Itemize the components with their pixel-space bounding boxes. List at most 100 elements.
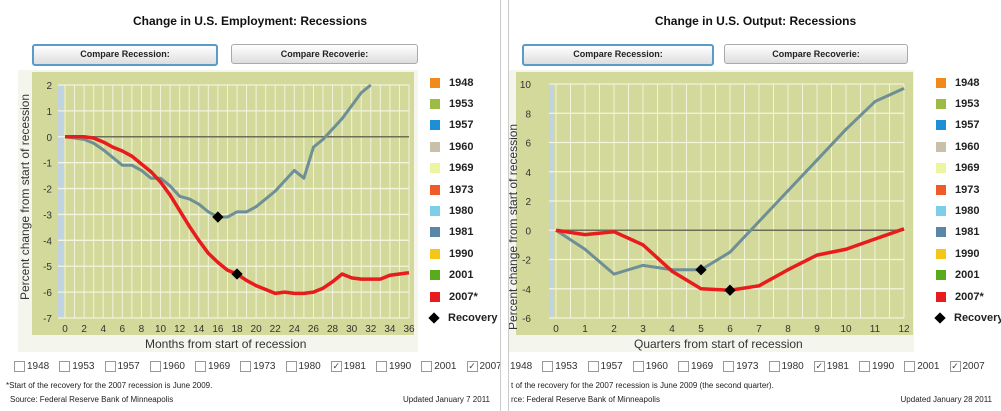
legend-swatch (936, 227, 946, 238)
checkbox[interactable] (542, 361, 554, 372)
x-tick-label: 8 (139, 324, 145, 335)
checkbox-label: 2007 (479, 361, 501, 372)
checkbox-label: 1969 (208, 361, 231, 372)
x-tick-label: 18 (231, 324, 243, 335)
legend-label: 1953 (955, 98, 980, 111)
legend-label: 1981 (449, 226, 474, 239)
checkbox-2007[interactable]: ✓ 2007 (466, 361, 501, 372)
legend-swatch (936, 120, 946, 131)
checkbox-1969[interactable]: 1969 (678, 361, 713, 372)
checkbox-1969[interactable]: 1969 (195, 361, 230, 372)
checkbox-1948[interactable]: 1948 (14, 361, 49, 372)
compare-recoveries-button[interactable]: Compare Recoverie: (231, 44, 418, 64)
checkbox-1980[interactable]: 1980 (285, 361, 321, 372)
x-tick-label: 6 (120, 324, 126, 335)
checkbox[interactable] (376, 361, 387, 372)
legend-swatch (430, 141, 440, 152)
legend-swatch (936, 141, 946, 152)
legend-label: 1953 (449, 98, 474, 111)
x-axis-label: Months from start of recession (145, 337, 307, 351)
checkbox[interactable] (723, 361, 735, 372)
checkbox-2007[interactable]: ✓ 2007 (949, 361, 985, 372)
x-tick-label: 28 (327, 324, 339, 335)
checkbox[interactable] (240, 361, 252, 372)
x-tick-label: 24 (289, 324, 301, 335)
x-tick-label: 16 (212, 324, 224, 335)
checkbox-1981[interactable]: ✓ 1981 (813, 361, 849, 372)
checkbox-1981[interactable]: ✓ 1981 (330, 361, 366, 372)
compare-recessions-button[interactable]: Compare Recession: (522, 44, 714, 66)
x-tick-label: 4 (669, 324, 675, 335)
checkbox-1990[interactable]: 1990 (376, 361, 411, 372)
legend-label: 1990 (449, 247, 474, 260)
legend-swatch (430, 227, 440, 238)
legend-item: Recovery (428, 307, 498, 328)
checkbox-label: 1969 (691, 361, 714, 372)
employment-panel: Change in U.S. Employment: Recessions Co… (6, 0, 501, 411)
y-tick-label: -2 (522, 256, 531, 267)
plot-area (32, 72, 414, 335)
legend-swatch (430, 77, 440, 88)
checkbox-2001[interactable]: 2001 (421, 361, 457, 372)
checkbox[interactable] (149, 361, 161, 372)
y-tick-label: -7 (43, 314, 52, 325)
legend-item: 1948 (430, 72, 498, 93)
legend-swatch (430, 206, 440, 217)
checkbox[interactable]: ✓ (813, 361, 825, 372)
source: Source: Federal Reserve Bank of Minneapo… (10, 395, 174, 404)
checkbox-2001[interactable]: 2001 (904, 361, 940, 372)
checkbox-label: 1990 (389, 361, 412, 372)
checkbox[interactable] (678, 361, 689, 372)
checkbox-label: 1980 (298, 361, 321, 372)
checkbox[interactable] (587, 361, 599, 372)
checkbox[interactable] (632, 361, 644, 372)
x-tick-label: 3 (640, 324, 646, 335)
y-tick-label: -4 (43, 236, 52, 247)
compare-recessions-button[interactable]: Compare Recession: (32, 44, 218, 66)
legend-swatch (430, 248, 440, 259)
checkbox[interactable] (904, 361, 916, 372)
compare-recoveries-button[interactable]: Compare Recoverie: (724, 44, 908, 64)
legend-label: 2001 (449, 269, 474, 282)
x-tick-label: 7 (756, 324, 762, 335)
checkbox[interactable] (104, 361, 116, 372)
checkbox-1973[interactable]: 1973 (240, 361, 276, 372)
checkbox-1953[interactable]: 1953 (59, 361, 95, 372)
checkbox-1953[interactable]: 1953 (542, 361, 578, 372)
checkbox[interactable] (195, 361, 206, 372)
checkbox-1960[interactable]: 1960 (632, 361, 668, 372)
y-tick-label: 8 (525, 109, 531, 120)
checkbox-1948[interactable]: 1948 (509, 361, 532, 372)
y-axis-label: Percent change from start of recession (18, 93, 32, 300)
y-tick-label: -5 (43, 262, 52, 273)
checkbox[interactable] (14, 361, 25, 372)
checkbox[interactable]: ✓ (466, 361, 478, 372)
y-tick-label: 4 (525, 168, 531, 179)
checkbox[interactable]: ✓ (330, 361, 342, 372)
checkbox-1973[interactable]: 1973 (723, 361, 759, 372)
legend-swatch (936, 77, 946, 88)
legend-item: 1980 (936, 200, 1001, 221)
legend-item: 1980 (430, 200, 498, 221)
checkbox[interactable]: ✓ (949, 361, 961, 372)
checkbox[interactable] (285, 361, 297, 372)
x-tick-label: 5 (698, 324, 704, 335)
checkbox-1960[interactable]: 1960 (149, 361, 185, 372)
recovery-marker (212, 211, 224, 223)
legend-item: 1960 (430, 136, 498, 157)
x-tick-label: 36 (403, 324, 415, 335)
checkbox-1980[interactable]: 1980 (768, 361, 804, 372)
checkbox[interactable] (768, 361, 780, 372)
updated-date: Updated January 28 2011 (900, 395, 992, 404)
checkbox[interactable] (859, 361, 870, 372)
recovery-marker (724, 284, 736, 296)
y-tick-label: 0 (525, 226, 531, 237)
checkbox[interactable] (59, 361, 71, 372)
checkbox[interactable] (421, 361, 433, 372)
recession-checkboxes: 1948 1953 1957 1960 1969 1973 1980 ✓ 1981 1990 200… (14, 361, 501, 372)
legend-label: 1948 (449, 76, 474, 89)
checkbox-1957[interactable]: 1957 (104, 361, 140, 372)
checkbox-1990[interactable]: 1990 (859, 361, 894, 372)
checkbox-1957[interactable]: 1957 (587, 361, 623, 372)
legend-item: 1953 (936, 93, 1001, 114)
